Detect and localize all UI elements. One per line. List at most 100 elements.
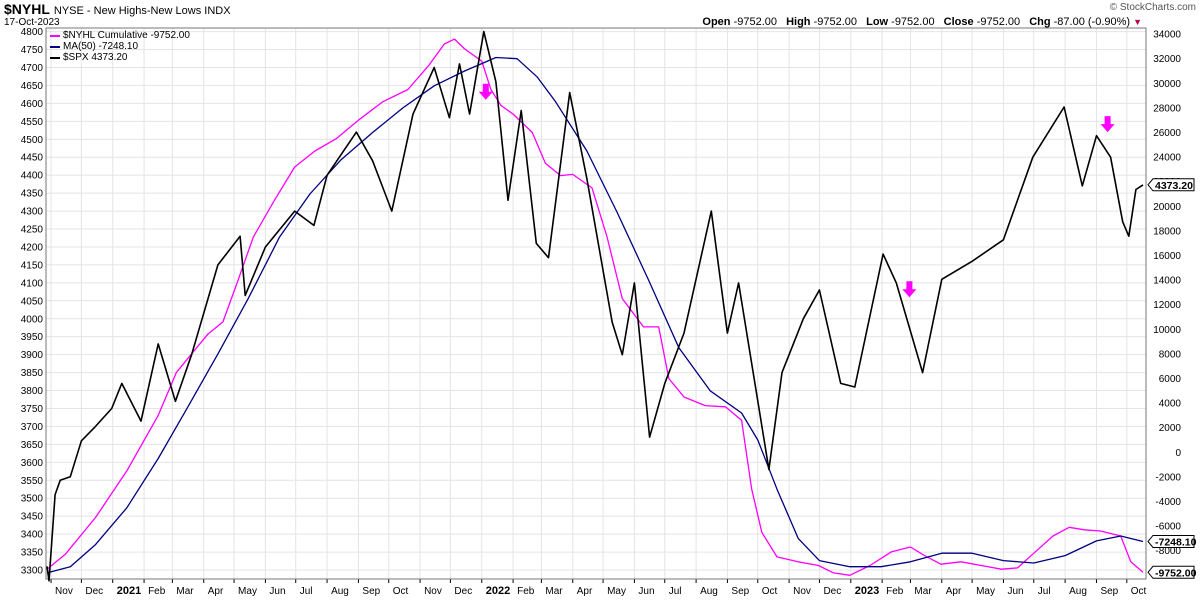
x-tick-label: Oct [393, 586, 409, 597]
spx-line [46, 30, 1144, 582]
right-tick-label: 0 [1175, 448, 1181, 459]
last-value-tag [1147, 534, 1195, 548]
stockcharts-watermark: © StockCharts.com [1109, 2, 1196, 13]
x-tick-label: Aug [1069, 586, 1087, 597]
ma50-line [46, 56, 1144, 574]
right-tick-label: -8000 [1155, 546, 1181, 557]
chart-date: 17-Oct-2023 [4, 17, 60, 28]
left-tick-label: 4600 [21, 99, 44, 110]
right-tick-label: 34000 [1153, 30, 1181, 41]
left-tick-label: 3850 [21, 368, 44, 379]
x-tick-label: Nov [424, 586, 442, 597]
close-value: -9752.00 [976, 16, 1021, 28]
x-tick-label: Apr [577, 586, 593, 597]
left-tick-label: 3400 [21, 530, 44, 541]
left-tick-label: 3550 [21, 476, 44, 487]
right-tick-label: 30000 [1153, 79, 1181, 90]
left-tick-label: 4350 [21, 189, 44, 200]
x-tick-label: May [238, 586, 257, 597]
x-tick-label: Aug [700, 586, 718, 597]
plot-frame [45, 27, 1147, 580]
left-tick-label: 3900 [21, 350, 44, 361]
x-tick-label: Feb [148, 586, 166, 597]
legend-swatch-cumulative [50, 34, 60, 37]
legend-swatch-ma [50, 45, 60, 48]
legend-label-ma: MA(50) -7248.10 [63, 41, 139, 52]
x-tick-label: Dec [823, 586, 841, 597]
left-tick-label: 3500 [21, 494, 44, 505]
x-tick-label: Jun [638, 586, 654, 597]
right-tick-label: 2000 [1159, 423, 1182, 434]
cumulative-line [46, 38, 1144, 576]
left-tick-label: 3800 [21, 386, 44, 397]
down-arrow-annotation [478, 83, 493, 100]
right-tick-label: 28000 [1153, 103, 1181, 114]
open-value: -9752.00 [733, 16, 778, 28]
right-tick-label: 20000 [1153, 202, 1181, 213]
symbol-description: NYSE - New Highs-New Lows [53, 5, 202, 17]
x-tick-label: 2021 [117, 585, 141, 597]
chart-menu-caret-icon[interactable]: ▼ [1133, 17, 1142, 27]
ohlc-readout: Open -9752.00 High -9752.00 Low -9752.00… [696, 16, 1142, 28]
x-tick-label: Oct [762, 586, 778, 597]
legend-item-cumulative: $NYHL Cumulative -9752.00 [50, 30, 190, 41]
down-arrow-annotation [902, 281, 917, 298]
x-tick-label: 2023 [855, 585, 879, 597]
high-label: High [786, 16, 811, 28]
left-tick-label: 4700 [21, 63, 44, 74]
left-tick-label: 3700 [21, 422, 44, 433]
last-value-label: -7248.10 [1155, 536, 1197, 548]
right-tick-label: 18000 [1153, 226, 1181, 237]
low-label: Low [866, 16, 889, 28]
chg-label: Chg [1029, 16, 1051, 28]
left-tick-label: 4150 [21, 260, 44, 271]
x-tick-label: Jun [269, 586, 285, 597]
right-tick-label: -2000 [1155, 472, 1181, 483]
right-tick-label: 16000 [1153, 251, 1181, 262]
left-tick-label: 4000 [21, 314, 44, 325]
left-tick-label: 4050 [21, 296, 44, 307]
left-tick-label: 4200 [21, 242, 44, 253]
last-value-label: -9752.00 [1155, 567, 1197, 579]
symbol-text: $NYHL [4, 1, 50, 17]
left-tick-label: 4450 [21, 153, 44, 164]
left-tick-label: 3750 [21, 404, 44, 415]
x-tick-label: Jul [300, 586, 313, 597]
legend-swatch-spx [50, 56, 60, 59]
x-tick-label: Jun [1007, 586, 1023, 597]
symbol-exchange: INDX [204, 5, 231, 17]
x-tick-label: Sep [731, 586, 749, 597]
left-tick-label: 4650 [21, 81, 44, 92]
last-value-tag [1147, 178, 1195, 192]
right-tick-label: 6000 [1159, 374, 1182, 385]
right-tick-label: 8000 [1159, 349, 1182, 360]
x-tick-label: Dec [454, 586, 472, 597]
x-tick-label: Mar [176, 586, 194, 597]
x-tick-label: Nov [793, 586, 811, 597]
last-value-label: 4373.20 [1155, 180, 1193, 192]
left-tick-label: 3600 [21, 458, 44, 469]
x-tick-label: Apr [946, 586, 962, 597]
chart-legend: $NYHL Cumulative -9752.00 MA(50) -7248.1… [50, 30, 190, 63]
left-tick-label: 3650 [21, 440, 44, 451]
right-tick-label: -4000 [1155, 497, 1181, 508]
legend-label-cumulative: $NYHL Cumulative -9752.00 [63, 30, 190, 41]
x-tick-label: Nov [55, 586, 73, 597]
last-value-tag [1147, 565, 1195, 579]
left-tick-label: 4100 [21, 278, 44, 289]
right-tick-label: 4000 [1159, 399, 1182, 410]
legend-item-spx: $SPX 4373.20 [50, 52, 190, 63]
x-tick-label: Feb [886, 586, 904, 597]
x-tick-label: Sep [362, 586, 380, 597]
x-tick-label: May [607, 586, 626, 597]
right-tick-label: 24000 [1153, 153, 1181, 164]
x-tick-label: Feb [517, 586, 535, 597]
x-tick-label: Apr [208, 586, 224, 597]
x-tick-label: May [976, 586, 995, 597]
x-tick-label: Jul [669, 586, 682, 597]
x-tick-label: Jul [1038, 586, 1051, 597]
left-tick-label: 4550 [21, 117, 44, 128]
chg-value: -87.00 (-0.90%) [1053, 16, 1131, 28]
